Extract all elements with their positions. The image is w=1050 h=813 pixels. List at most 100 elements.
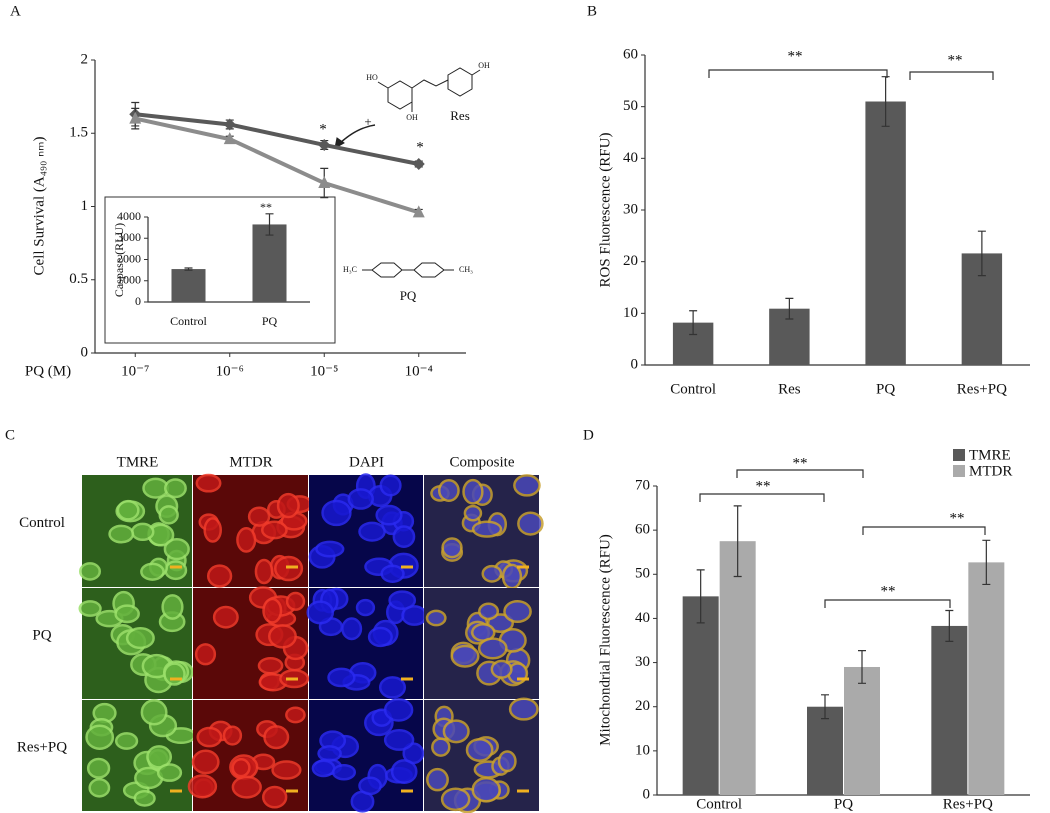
error-bar — [881, 76, 890, 127]
cell — [306, 600, 335, 625]
column-header: MTDR — [229, 454, 272, 470]
cell — [158, 505, 179, 525]
error-bar — [945, 609, 954, 642]
cell — [367, 626, 393, 648]
x-tick-label: PQ — [876, 381, 895, 397]
cell — [465, 737, 494, 762]
significance-bracket — [862, 526, 986, 535]
y-tick-label: 70 — [635, 477, 650, 493]
cell — [222, 725, 243, 746]
cell — [481, 564, 503, 583]
cell — [508, 697, 539, 721]
legend-swatch — [953, 465, 965, 477]
x-tick-label: 10⁻⁴ — [405, 363, 433, 379]
y-axis-label: Mitochondrial Fluorescence (RFU) — [597, 534, 613, 746]
x-tick-label: 10⁻⁵ — [310, 363, 338, 379]
error-bar — [184, 267, 193, 271]
y-tick-label: 10 — [635, 742, 650, 758]
cell — [355, 598, 376, 617]
cell — [156, 763, 183, 782]
cell — [88, 778, 111, 798]
structure-atom: H₃C — [343, 265, 357, 274]
significance-label: * — [319, 121, 327, 137]
cell — [390, 759, 418, 785]
cell — [477, 637, 508, 660]
cell — [441, 537, 463, 559]
cell — [490, 659, 513, 679]
cell — [212, 605, 239, 629]
structure-label: PQ — [400, 288, 417, 303]
panel-label: C — [5, 427, 15, 443]
cell — [285, 706, 306, 724]
cell — [497, 750, 517, 773]
cell — [471, 776, 501, 803]
bar — [931, 625, 968, 795]
y-tick-label: 60 — [635, 522, 650, 538]
y-tick-label: 3000 — [117, 230, 141, 244]
cell — [517, 511, 544, 536]
cell — [276, 492, 300, 519]
cell — [271, 760, 302, 780]
marker — [223, 132, 236, 145]
cell — [194, 643, 217, 666]
significance-label: * — [416, 139, 424, 155]
legend-swatch — [953, 449, 965, 461]
bar — [171, 269, 206, 302]
cell — [358, 776, 382, 796]
marker — [318, 138, 331, 151]
cell — [317, 745, 342, 762]
cell — [163, 537, 190, 561]
cell — [163, 662, 186, 686]
y-tick-label: 30 — [623, 201, 638, 217]
cell — [161, 594, 184, 620]
cell — [440, 787, 471, 812]
legend-label: MTDR — [969, 463, 1012, 479]
cell — [262, 597, 283, 624]
cell — [164, 478, 187, 499]
significance-bracket — [824, 599, 951, 608]
y-tick-label: 30 — [635, 654, 650, 670]
cell — [130, 522, 155, 542]
significance-label: ** — [793, 455, 808, 471]
cell — [125, 627, 155, 650]
cell — [191, 749, 220, 775]
structure-label: Res — [450, 108, 470, 123]
error-bar — [265, 213, 274, 236]
row-label: Control — [19, 515, 65, 531]
cell — [503, 599, 532, 624]
cell — [114, 604, 140, 624]
cell — [379, 474, 402, 497]
series-line — [134, 116, 420, 215]
cell — [471, 520, 503, 538]
cell — [341, 617, 363, 641]
image-grid — [78, 473, 544, 813]
y-axis-label: Caspase (RLU) — [112, 223, 126, 297]
y-axis-label: Cell Survival (A₄₉₀ ₙₘ) — [31, 137, 47, 276]
y-tick-label: 1 — [81, 198, 89, 214]
x-tick-label: Res+PQ — [957, 381, 1007, 397]
y-tick-label: 20 — [623, 253, 638, 269]
cell — [133, 789, 156, 807]
significance-label: ** — [881, 583, 896, 599]
cell — [231, 775, 262, 799]
marker — [318, 176, 331, 189]
cell — [114, 732, 139, 750]
x-tick-label: Control — [696, 796, 742, 812]
y-tick-label: 10 — [623, 305, 638, 321]
x-tick-label: 10⁻⁷ — [121, 363, 149, 379]
significance-label: ** — [260, 200, 272, 214]
significance-bracket — [909, 71, 994, 80]
y-tick-label: 20 — [635, 698, 650, 714]
error-bar — [689, 310, 698, 336]
cell — [108, 524, 135, 544]
column-header: TMRE — [117, 454, 159, 470]
cell — [379, 676, 407, 699]
cell — [116, 499, 140, 521]
error-bar — [733, 505, 742, 578]
cell — [347, 488, 374, 510]
cell — [426, 767, 449, 792]
cell — [268, 624, 297, 649]
column-header: Composite — [449, 454, 514, 470]
panel-label: B — [587, 3, 597, 19]
